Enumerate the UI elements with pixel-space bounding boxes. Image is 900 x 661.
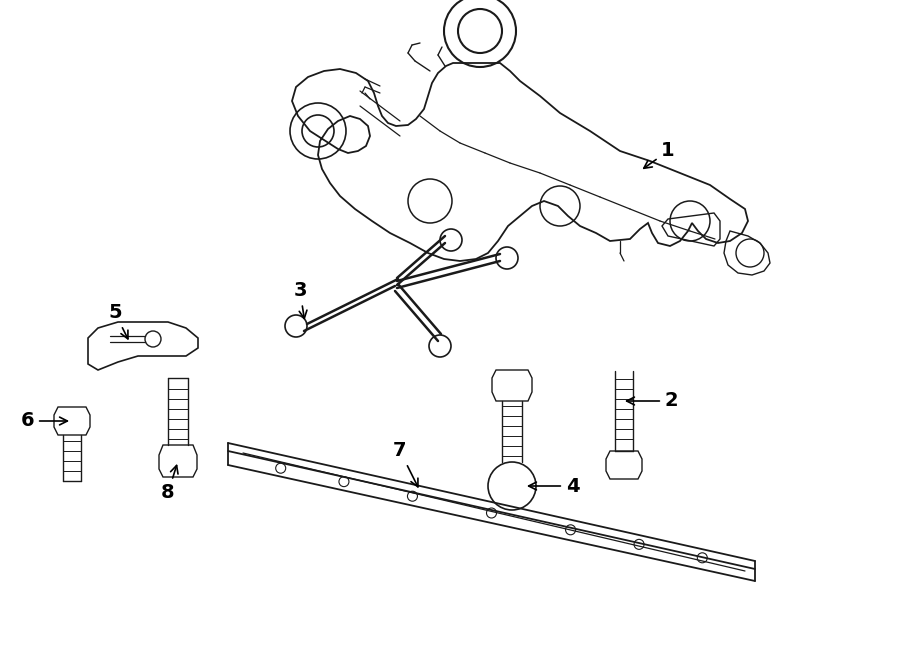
Text: 7: 7 (393, 442, 418, 487)
Text: 8: 8 (161, 465, 178, 502)
Text: 4: 4 (528, 477, 580, 496)
Text: 6: 6 (21, 412, 68, 430)
Text: 3: 3 (293, 282, 307, 319)
Text: 5: 5 (108, 303, 128, 339)
Text: 2: 2 (626, 391, 679, 410)
Text: 1: 1 (644, 141, 675, 169)
